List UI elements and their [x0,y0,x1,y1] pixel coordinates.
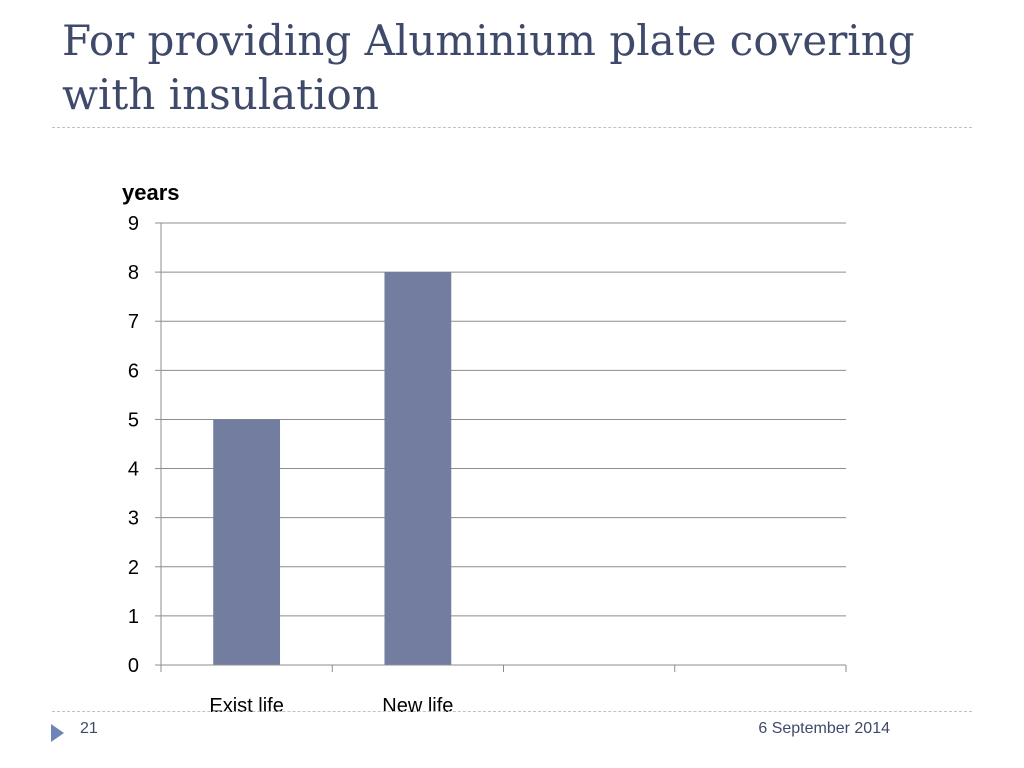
y-tick-label: 0 [128,655,139,677]
y-tick-label: 6 [128,360,139,382]
y-tick-label: 2 [128,557,139,579]
y-tick-label: 3 [128,508,139,530]
slide-date: 6 September 2014 [758,720,890,737]
y-tick-label: 5 [128,409,139,431]
y-tick-label: 7 [128,311,139,333]
x-tick-label: New life [382,695,453,717]
bar-exist-life [213,419,281,665]
x-tick-label: Exist life [209,695,283,717]
y-tick-label: 4 [128,459,139,481]
title-divider [52,127,972,128]
y-tick-label: 9 [128,213,139,235]
bars [213,272,452,665]
footer-divider [52,711,972,712]
slide-number: 21 [80,720,98,737]
y-tick-label: 1 [128,606,139,628]
y-axis-label: years [122,180,180,205]
y-tick-label: 8 [128,262,139,284]
triangle-right-icon [51,724,64,742]
bar-new-life [384,272,452,665]
slide-title: For providing Aluminium plate covering w… [62,16,915,119]
